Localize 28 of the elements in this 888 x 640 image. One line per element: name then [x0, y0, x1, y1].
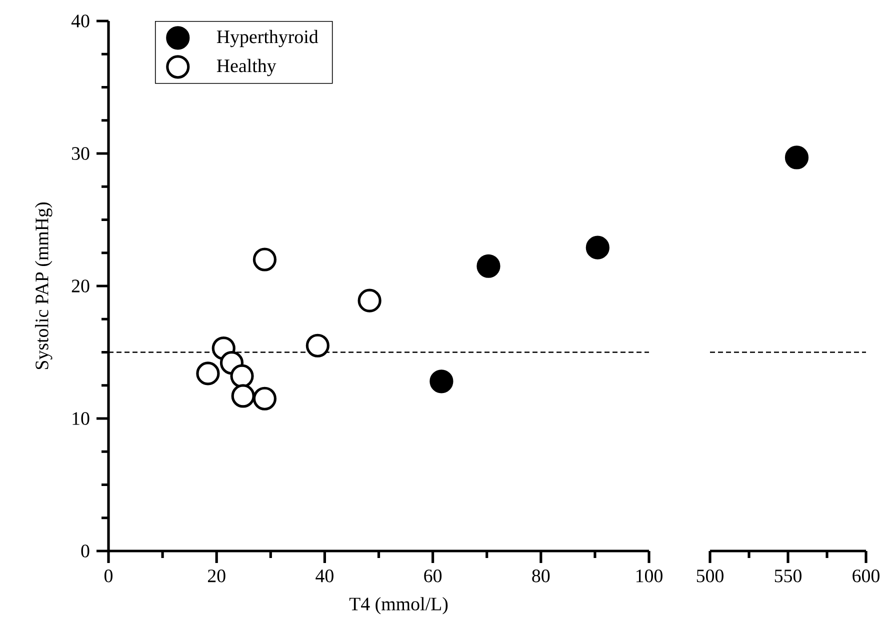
legend-label: Healthy: [216, 58, 276, 76]
x-tick-label: 600: [852, 570, 880, 582]
point: [306, 334, 330, 358]
y-tick-label: 20: [72, 280, 90, 292]
point: [476, 254, 500, 278]
y-tick-label: 0: [81, 544, 90, 558]
x-tick-label: 60: [424, 570, 442, 582]
point: [252, 386, 277, 410]
point: [252, 248, 277, 272]
y-axis-title: Systolic PAP (mmHg): [35, 202, 52, 370]
x-tick-label: 550: [774, 570, 802, 582]
point: [196, 362, 220, 386]
y-tick-label: 10: [72, 412, 90, 425]
y-tick-label: 30: [72, 147, 90, 160]
point: [230, 364, 254, 388]
x-tick-label: 100: [636, 570, 662, 582]
point: [358, 288, 382, 312]
x-tick-label: 80: [532, 570, 550, 582]
legend-label: Hyperthyroid: [216, 30, 318, 48]
x-axis-title: T4 (mmol/L): [349, 597, 448, 614]
point: [430, 370, 454, 394]
x-tick-label: 20: [208, 570, 226, 582]
point: [586, 236, 610, 260]
point: [231, 384, 255, 408]
x-tick-label: 500: [696, 570, 724, 582]
x-tick-label: 40: [316, 570, 334, 582]
x-tick-label: 0: [104, 570, 113, 582]
y-tick-label: 40: [71, 14, 90, 28]
